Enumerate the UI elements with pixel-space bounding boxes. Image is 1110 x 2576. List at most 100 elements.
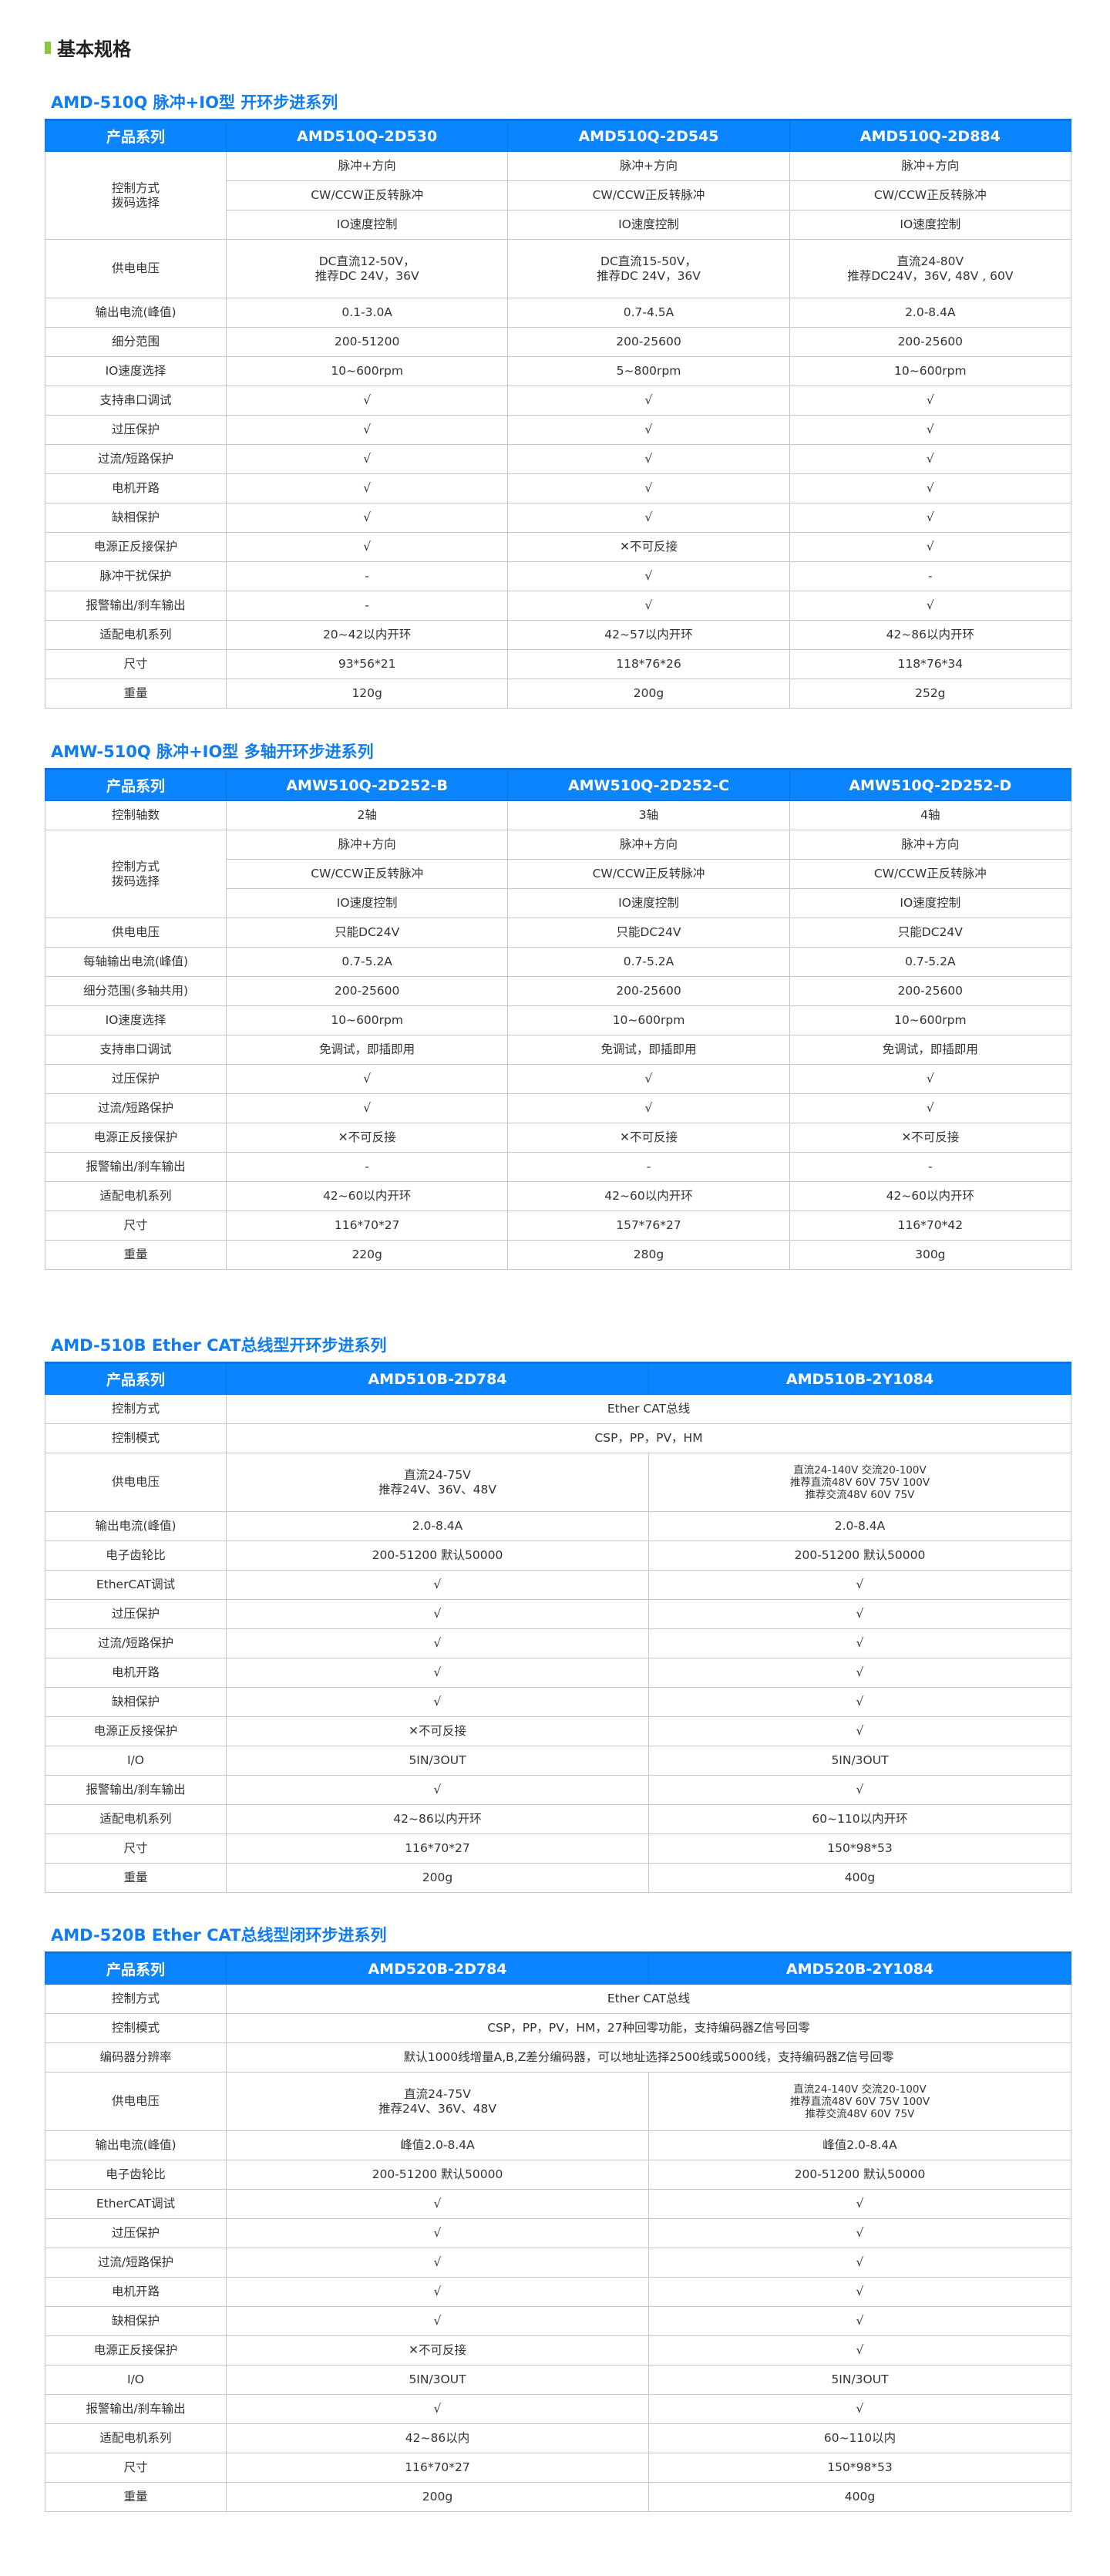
table-row: 支持串口调试 免调试，即插即用 免调试，即插即用 免调试，即插即用	[45, 1035, 1071, 1065]
row-label: 尺寸	[45, 2453, 227, 2483]
spec-cell: 脉冲+方向	[789, 151, 1071, 181]
spec-cell: √	[507, 561, 790, 591]
table-row: 电机开路 √ √ √	[45, 473, 1071, 503]
row-label: 控制模式	[45, 1423, 227, 1453]
spec-cell: 2.0-8.4A	[226, 1511, 649, 1541]
row-label: 脉冲干扰保护	[45, 561, 227, 591]
row-label: 过压保护	[45, 1064, 227, 1094]
spec-cell: 只能DC24V	[507, 918, 790, 948]
spec-cell: √	[648, 2335, 1071, 2366]
spec-cell: √	[225, 415, 509, 445]
table-row: 尺寸 116*70*27 157*76*27 116*70*42	[45, 1211, 1071, 1241]
table-row: 适配电机系列 42~86以内 60~110以内	[45, 2423, 1071, 2453]
spec-cell: 400g	[648, 1863, 1071, 1893]
table-row: 控制模式 CSP，PP，PV，HM，27种回零功能，支持编码器Z信号回零	[45, 2013, 1071, 2043]
spec-cell: 3轴	[507, 800, 790, 830]
table-row: 报警输出/刹车输出 - √ √	[45, 591, 1071, 621]
row-label: IO速度选择	[45, 356, 227, 386]
row-label: 电源正反接保护	[45, 1716, 227, 1746]
spec-cell: 42~60以内开环	[507, 1181, 790, 1211]
section-amd510q: AMD-510Q 脉冲+IO型 开环步进系列 产品系列 AMD510Q-2D530 A…	[45, 93, 1071, 709]
spec-cell: √	[226, 2189, 649, 2219]
spec-cell: √	[648, 2248, 1071, 2278]
spec-cell: IO速度控制	[789, 210, 1071, 240]
table-row: 重量 200g 400g	[45, 1863, 1071, 1893]
spec-cell: 10~600rpm	[789, 356, 1071, 386]
row-label: 编码器分辨率	[45, 2042, 227, 2073]
spec-cell: √	[507, 591, 790, 621]
spec-cell: √	[225, 386, 509, 416]
table-row: 细分范围 200-51200 200-25600 200-25600	[45, 327, 1071, 357]
table-row: I/O 5IN/3OUT 5IN/3OUT	[45, 1746, 1071, 1776]
spec-cell: 200-51200 默认50000	[226, 2160, 649, 2190]
row-label: 过压保护	[45, 415, 227, 445]
spec-cell: 直流24-80V 推荐DC24V，36V, 48V , 60V	[789, 239, 1071, 298]
spec-cell: √	[789, 473, 1071, 503]
spec-cell: √	[648, 2394, 1071, 2424]
row-label: 过流/短路保护	[45, 2248, 227, 2278]
table-row: 报警输出/刹车输出 - - -	[45, 1152, 1071, 1182]
table-row: 缺相保护 √ √ √	[45, 503, 1071, 533]
spec-cell: 42~57以内开环	[507, 620, 790, 650]
table-row: 控制方式 拨码选择 脉冲+方向 脉冲+方向 脉冲+方向	[45, 830, 1071, 918]
table-row: 供电电压 直流24-75V 推荐24V、36V、48V 直流24-140V 交流20…	[45, 2072, 1071, 2131]
page-title: 基本规格	[45, 34, 131, 61]
table-row: 报警输出/刹车输出 √ √	[45, 1775, 1071, 1805]
spec-cell: 直流24-75V 推荐24V、36V、48V	[226, 2072, 649, 2131]
table-row: 重量 200g 400g	[45, 2482, 1071, 2512]
spec-cell: √	[226, 2248, 649, 2278]
table-row: 过流/短路保护 √ √ √	[45, 1093, 1071, 1123]
spec-cell: 4轴	[789, 800, 1071, 830]
table-row: 过压保护 √ √	[45, 2218, 1071, 2248]
spec-cell: 200-25600	[225, 976, 509, 1006]
table-row: 支持串口调试 √ √ √	[45, 386, 1071, 416]
spec-cell: √	[225, 532, 509, 562]
spec-cell: 400g	[648, 2482, 1071, 2512]
table-row: EtherCAT调试 √ √	[45, 1570, 1071, 1600]
spec-cell: 300g	[789, 1240, 1071, 1270]
row-label: 过流/短路保护	[45, 1628, 227, 1658]
row-label: 输出电流(峰值)	[45, 2130, 227, 2160]
spec-cell: √	[507, 386, 790, 416]
spec-cell: 免调试，即插即用	[789, 1035, 1071, 1065]
table-row: 重量 120g 200g 252g	[45, 679, 1071, 709]
spec-cell: DC直流15-50V， 推荐DC 24V，36V	[507, 239, 790, 298]
table-row: 供电电压 DC直流12-50V， 推荐DC 24V，36V DC直流15-50V， …	[45, 239, 1071, 298]
row-label: 过压保护	[45, 2218, 227, 2248]
table-row: 尺寸 116*70*27 150*98*53	[45, 2453, 1071, 2483]
spec-cell: 42~86以内开环	[789, 620, 1071, 650]
table-row: 脉冲干扰保护 - √ -	[45, 561, 1071, 591]
spec-cell: 60~110以内开环	[648, 1804, 1071, 1834]
header-model: AMW510Q-2D252-C	[507, 768, 790, 801]
spec-cell: 60~110以内	[648, 2423, 1071, 2453]
spec-cell: √	[648, 1775, 1071, 1805]
table-row: IO速度选择 10~600rpm 5~800rpm 10~600rpm	[45, 356, 1071, 386]
row-label: 缺相保护	[45, 2306, 227, 2336]
header-label: 产品系列	[45, 1362, 227, 1395]
row-label: 重量	[45, 1240, 227, 1270]
row-label: 尺寸	[45, 1211, 227, 1241]
spec-cell: √	[507, 473, 790, 503]
table-row: IO速度控制 IO速度控制 IO速度控制	[45, 888, 1071, 918]
spec-cell: √	[225, 503, 509, 533]
table-row: 缺相保护 √ √	[45, 2306, 1071, 2336]
spec-cell: √	[507, 1064, 790, 1094]
spec-cell: 200g	[226, 2482, 649, 2512]
row-label: 供电电压	[45, 918, 227, 948]
spec-cell: √	[789, 1064, 1071, 1094]
table-row: 输出电流(峰值) 峰值2.0-8.4A 峰值2.0-8.4A	[45, 2130, 1071, 2160]
row-label: 报警输出/刹车输出	[45, 2394, 227, 2424]
spec-cell: ✕不可反接	[226, 2335, 649, 2366]
header-model: AMD510Q-2D530	[225, 119, 509, 152]
table-row: I/O 5IN/3OUT 5IN/3OUT	[45, 2365, 1071, 2395]
header-model: AMW510Q-2D252-D	[789, 768, 1071, 801]
row-label: 重量	[45, 2482, 227, 2512]
spec-cell: IO速度控制	[225, 210, 509, 240]
spec-cell: 200-25600	[507, 327, 790, 357]
spec-cell: 5IN/3OUT	[648, 2365, 1071, 2395]
table-header-row: 产品系列 AMD510Q-2D530 AMD510Q-2D545 AMD510Q-2D…	[45, 119, 1071, 152]
spec-cell: √	[225, 1064, 509, 1094]
header-model: AMW510Q-2D252-B	[225, 768, 509, 801]
spec-cell: 10~600rpm	[225, 1005, 509, 1035]
row-label: 过流/短路保护	[45, 1093, 227, 1123]
